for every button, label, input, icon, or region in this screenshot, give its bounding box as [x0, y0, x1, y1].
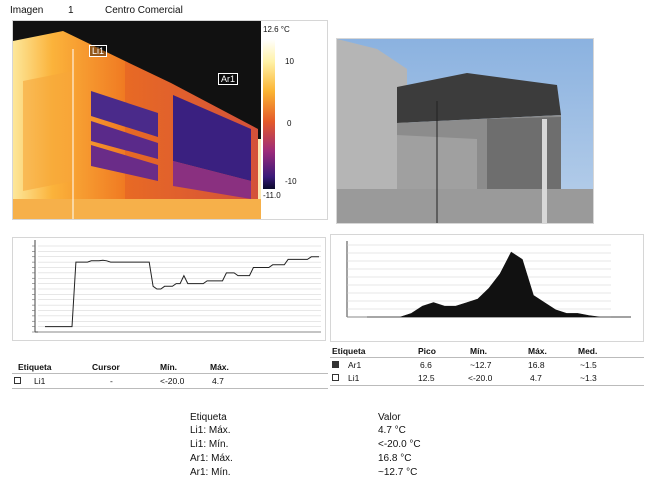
row-max: 4.7 [530, 373, 542, 383]
hist-col-pico: Pico [418, 346, 436, 356]
result-label: Ar1: Máx. [190, 453, 233, 464]
hist-col-max: Máx. [528, 346, 547, 356]
hist-table-bottom [330, 385, 644, 386]
hist-col-min: Mín. [470, 346, 487, 356]
scale-top: 12.6 °C [263, 25, 290, 34]
row-checkbox[interactable] [332, 374, 339, 381]
scale-tick-10: 10 [285, 57, 294, 66]
line-col-max: Máx. [210, 362, 229, 372]
scale-bottom: -11.0 [263, 191, 281, 200]
row-label: Li1 [348, 373, 360, 383]
row-checkbox[interactable] [332, 361, 339, 368]
row-pico: 12.5 [418, 373, 435, 383]
thermal-image [13, 21, 327, 219]
result-label: Li1: Mín. [190, 439, 229, 450]
result-value: ~12.7 °C [378, 467, 418, 478]
hist-table-divider [330, 357, 644, 358]
palette-bar [263, 39, 275, 189]
hist-col-label: Etiqueta [332, 346, 366, 356]
histogram-svg [346, 241, 631, 318]
line-marker-label: Li1 [89, 45, 108, 57]
result-label: Li1: Máx. [190, 425, 231, 436]
row-med: ~1.5 [580, 360, 597, 370]
row-pico: 6.6 [420, 360, 432, 370]
line-col-min: Mín. [160, 362, 177, 372]
histogram-series [367, 251, 611, 318]
image-number: 1 [68, 5, 74, 16]
scale-tick-0: 0 [287, 119, 292, 128]
image-label: Imagen [10, 5, 44, 16]
row-min: ~12.7 [470, 360, 492, 370]
visual-photo [336, 38, 594, 224]
row-min: <-20.0 [160, 376, 185, 386]
result-label: Ar1: Mín. [190, 467, 231, 478]
table-row[interactable]: Li1 - <-20.0 4.7 [12, 375, 328, 387]
line-profile-series [45, 256, 319, 328]
line-profile-chart [12, 237, 326, 341]
row-cursor: - [110, 376, 113, 386]
line-col-label: Etiqueta [18, 362, 52, 372]
image-name: Centro Comercial [105, 5, 183, 16]
row-label: Ar1 [348, 360, 362, 370]
histogram-chart [330, 234, 644, 342]
row-min: <-20.0 [468, 373, 493, 383]
table-row[interactable]: Li1 12.5 <-20.0 4.7 ~1.3 [330, 372, 644, 384]
result-value: 16.8 °C [378, 453, 412, 464]
result-value: 4.7 °C [378, 425, 406, 436]
row-label: Li1 [34, 376, 46, 386]
row-checkbox[interactable] [14, 377, 21, 384]
thermal-image-panel: 12.6 °C 10 0 -10 -11.0 Li1 Ar1 [12, 20, 328, 220]
results-header-value: Valor [378, 412, 401, 423]
line-col-cursor: Cursor [92, 362, 120, 372]
results-header-label: Etiqueta [190, 412, 227, 423]
line-table-divider [12, 373, 328, 374]
row-max: 4.7 [212, 376, 224, 386]
result-value: <-20.0 °C [378, 439, 421, 450]
area-marker-label: Ar1 [218, 73, 239, 85]
building-photo [337, 39, 593, 223]
row-max: 16.8 [528, 360, 545, 370]
scale-tick-minus10: -10 [285, 177, 297, 186]
line-profile-svg [32, 240, 321, 333]
line-table-bottom [12, 388, 328, 389]
row-med: ~1.3 [580, 373, 597, 383]
table-row[interactable]: Ar1 6.6 ~12.7 16.8 ~1.5 [330, 359, 644, 371]
hist-col-med: Med. [578, 346, 598, 356]
